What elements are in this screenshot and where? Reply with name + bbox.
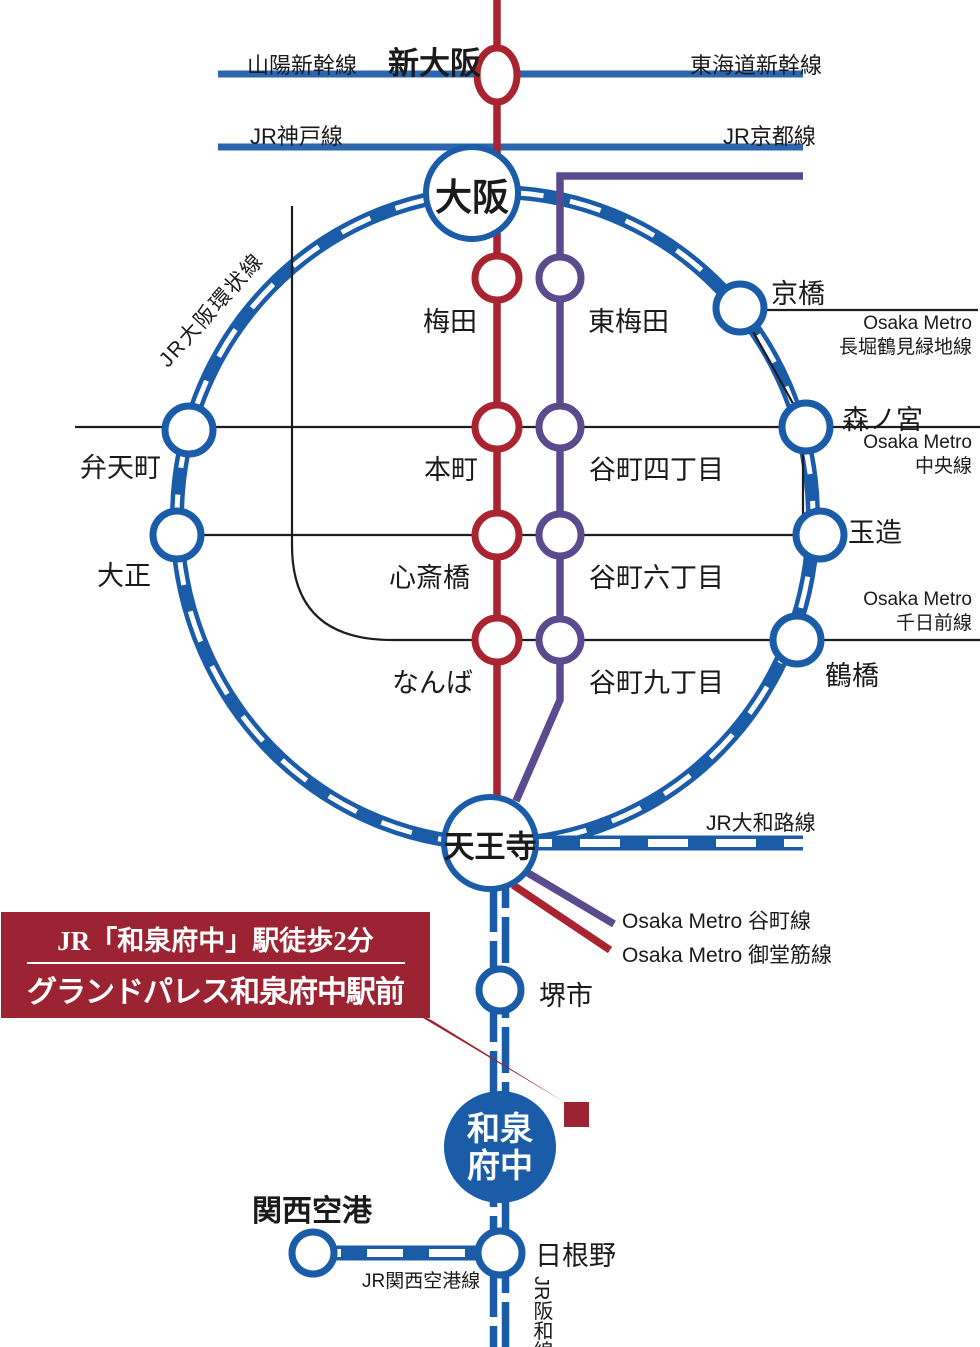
station-circle-tamatsukuri xyxy=(792,507,848,563)
station-circle-shin-osaka xyxy=(473,44,521,106)
station-circle-namba xyxy=(471,614,523,666)
metro-brand-text: Osaka Metro xyxy=(863,313,972,334)
line-label-metro-tanimachi: Osaka Metro 谷町線 xyxy=(622,910,812,933)
line-label-metro-nagahori: Osaka Metro 長堀鶴見緑地線 xyxy=(839,312,972,361)
izumifuchu-line2: 府中 xyxy=(467,1149,533,1185)
station-circle-taisho xyxy=(149,507,205,563)
station-label-morinomiya: 森ノ宮 xyxy=(842,405,923,435)
banner-pointer-wedge xyxy=(386,996,566,1103)
station-circle-hineno xyxy=(474,1227,526,1279)
station-circle-kyobashi xyxy=(712,280,768,336)
line-label-jr-kansai-airport: JR関西空港線 xyxy=(362,1271,481,1292)
station-label-tennoji: 天王寺 xyxy=(443,829,537,865)
station-label-shin-osaka: 新大阪 xyxy=(388,46,481,81)
metro-sennichimae-line xyxy=(290,206,980,642)
station-circle-tennoji xyxy=(441,794,539,892)
station-label-sakaishi: 堺市 xyxy=(539,981,593,1011)
station-label-kyobashi: 京橋 xyxy=(771,279,825,309)
metro-brand-text: Osaka Metro xyxy=(863,432,972,453)
station-circle-morinomiya xyxy=(778,399,834,455)
station-label-namba: なんば xyxy=(392,668,473,698)
metro-midosuji-line-stub xyxy=(510,881,613,954)
line-label-metro-midosuji: Osaka Metro 御堂筋線 xyxy=(622,944,833,967)
station-label-izumifuchu: 和泉 府中 xyxy=(467,1112,533,1186)
station-label-higashi-umeda: 東梅田 xyxy=(588,307,669,337)
metro-tanimachi-line-stub xyxy=(521,866,616,928)
station-circle-kansai-airport xyxy=(288,1228,338,1278)
banner-access-text: JR「和泉府中」駅徒歩2分 xyxy=(57,926,374,956)
station-circle-tsuruhashi xyxy=(769,612,825,668)
station-circle-bentencho xyxy=(161,402,217,458)
metro-sennichimae-name: 千日前線 xyxy=(895,613,972,635)
station-label-umeda: 梅田 xyxy=(423,307,477,337)
station-circle-tanimachi6 xyxy=(535,510,585,560)
station-circle-higashi-umeda xyxy=(535,253,585,303)
station-circle-sakaishi xyxy=(475,965,525,1015)
station-label-tsuruhashi: 鶴橋 xyxy=(825,661,879,691)
line-label-jr-kyoto: JR京都線 xyxy=(723,124,816,149)
station-label-tanimachi4: 谷町四丁目 xyxy=(589,455,724,485)
metro-chuo-name: 中央線 xyxy=(914,456,972,478)
izumifuchu-line1: 和泉 xyxy=(467,1112,533,1149)
line-label-metro-sennichimae: Osaka Metro 千日前線 xyxy=(863,588,972,637)
metro-nagahori-name: 長堀鶴見緑地線 xyxy=(838,337,972,359)
line-label-jr-hanwa: JR阪和線 xyxy=(530,1276,552,1347)
station-circle-hommachi xyxy=(471,401,523,453)
station-circle-tanimachi9 xyxy=(535,615,585,665)
property-banner: JR「和泉府中」駅徒歩2分 グランドパレス和泉府中駅前 xyxy=(1,912,430,1018)
banner-divider xyxy=(26,962,405,964)
line-label-metro-chuo: Osaka Metro 中央線 xyxy=(863,431,972,480)
station-label-taisho: 大正 xyxy=(97,561,151,591)
station-label-shinsaibashi: 心斎橋 xyxy=(389,563,470,593)
station-circle-umeda xyxy=(471,252,523,304)
station-label-tanimachi6: 谷町六丁目 xyxy=(589,563,724,593)
banner-property-name: グランドパレス和泉府中駅前 xyxy=(27,976,405,1009)
station-label-osaka: 大阪 xyxy=(435,178,509,219)
station-circle-osaka xyxy=(423,144,521,242)
station-circle-shinsaibashi xyxy=(471,509,523,561)
line-label-jr-yamatoji: JR大和路線 xyxy=(706,812,816,835)
station-circle-izumifuchu xyxy=(444,1091,556,1203)
station-label-bentencho: 弁天町 xyxy=(80,453,161,483)
station-label-hommachi: 本町 xyxy=(424,455,478,485)
station-circle-tanimachi4 xyxy=(535,402,585,452)
line-label-jr-kobe: JR神戸線 xyxy=(250,124,343,149)
station-label-hineno: 日根野 xyxy=(535,1241,616,1271)
station-label-tamatsukuri: 玉造 xyxy=(848,518,902,548)
station-label-tanimachi9: 谷町九丁目 xyxy=(589,668,724,698)
metro-brand-text: Osaka Metro xyxy=(863,589,972,610)
line-label-sanyo-shinkansen: 山陽新幹線 xyxy=(247,53,358,78)
line-label-tokaido-shinkansen: 東海道新幹線 xyxy=(690,53,823,78)
station-label-kansai-airport: 関西空港 xyxy=(252,1195,372,1228)
property-location-marker xyxy=(564,1102,589,1127)
